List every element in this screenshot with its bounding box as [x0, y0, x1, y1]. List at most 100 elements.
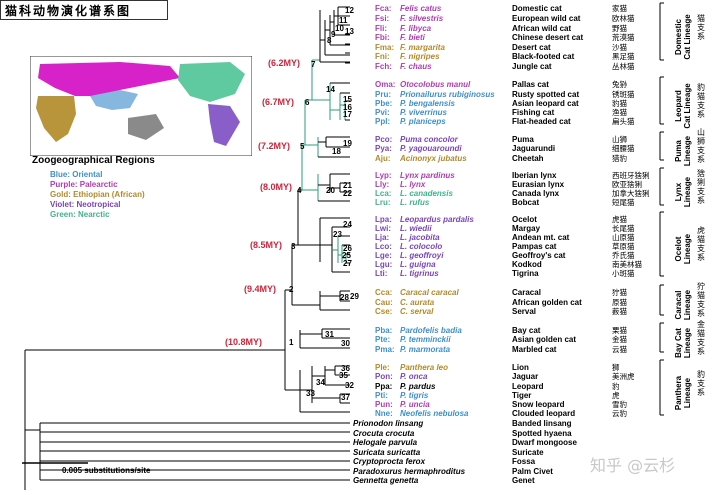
divergence-age-label: (9.4MY)	[244, 284, 277, 294]
tree-node-number: 12	[345, 6, 354, 15]
taxon-scientific-name: P. tigris	[400, 391, 429, 400]
taxon-common-name: African wild cat	[512, 24, 572, 33]
taxon-common-name: Flat-headed cat	[512, 117, 571, 126]
taxon-code: Pun:	[375, 400, 393, 409]
taxon-scientific-name: L. lynx	[400, 180, 426, 189]
taxon-scientific-name: L. tigrinus	[400, 269, 439, 278]
tree-node-number: 27	[343, 259, 352, 268]
tree-node-number: 4	[297, 186, 302, 195]
taxon-code: Fca:	[375, 4, 392, 13]
taxon-code: Ple:	[375, 363, 390, 372]
taxon-scientific-name: Neofelis nebulosa	[400, 409, 469, 418]
tree-node-number: 36	[341, 364, 350, 373]
tree-node-number: 29	[350, 292, 359, 301]
taxon-chinese-name: 猎豹	[612, 154, 627, 163]
taxon-scientific-name: P. marmorata	[400, 345, 451, 354]
taxon-chinese-name: 扁头猫	[612, 117, 635, 126]
tree-node-number: 32	[345, 381, 354, 390]
taxon-code: Pte:	[375, 335, 391, 344]
lineage-label: Panthera Lineage	[674, 375, 692, 410]
taxon-chinese-name: 山原猫	[612, 233, 635, 242]
tree-node-number: 2	[289, 285, 294, 294]
taxon-common-name: Bay cat	[512, 326, 541, 335]
taxon-chinese-name: 长尾猫	[612, 224, 635, 233]
tree-node-number: 15	[343, 95, 352, 104]
divergence-age-label: (6.2MY)	[268, 58, 301, 68]
taxon-common-name: Domestic cat	[512, 4, 562, 13]
taxon-common-name: Tiger	[512, 391, 532, 400]
taxon-common-name: Puma	[512, 135, 534, 144]
taxon-scientific-name: L. jacobita	[400, 233, 440, 242]
taxon-scientific-name: Prionailurus rubiginosus	[400, 90, 495, 99]
nearctic-region	[178, 62, 245, 102]
taxon-chinese-name: 雪豹	[612, 400, 627, 409]
taxon-code: Pru:	[375, 90, 391, 99]
lineage-label: Leopard Cat Lineage	[674, 82, 692, 129]
tree-node-number: 11	[339, 16, 348, 25]
outgroup-common-name: Genet	[512, 476, 535, 485]
taxon-code: Lyp:	[375, 171, 392, 180]
taxon-common-name: Marbled cat	[512, 345, 557, 354]
taxon-code: Lgu:	[375, 260, 393, 269]
taxon-code: Lwi:	[375, 224, 391, 233]
taxon-chinese-name: 西班牙猞猁	[612, 171, 650, 180]
taxon-common-name: African golden cat	[512, 298, 582, 307]
taxon-scientific-name: L. canadensis	[400, 189, 453, 198]
taxon-chinese-name: 欧亚猞猁	[612, 180, 642, 189]
lineage-chinese-label: 猞猁支系	[697, 168, 705, 205]
australia-region	[128, 114, 164, 140]
tree-node-number: 10	[335, 24, 344, 33]
taxon-common-name: Black-footed cat	[512, 52, 575, 61]
taxon-common-name: Iberian lynx	[512, 171, 557, 180]
taxon-code: Lru:	[375, 198, 391, 207]
outgroup-common-name: Fossa	[512, 457, 536, 466]
tree-node-number: 25	[342, 251, 351, 260]
map-legend-item: Blue: Oriental	[50, 170, 103, 179]
taxon-scientific-name: Pardofelis badia	[400, 326, 462, 335]
outgroup-common-name: Banded linsang	[512, 419, 572, 428]
taxon-common-name: Asian golden cat	[512, 335, 577, 344]
taxon-chinese-name: 金猫	[612, 335, 627, 344]
lineage-chinese-label: 山狮支系	[697, 128, 705, 164]
tree-node-number: 18	[332, 147, 341, 156]
lineage-label: Puma Lineage	[674, 135, 692, 167]
taxon-code: Fsi:	[375, 14, 390, 23]
taxon-chinese-name: 荒漠猫	[612, 33, 635, 42]
figure-title: 猫科动物演化谱系图	[0, 0, 168, 20]
divergence-age-label: (10.8MY)	[225, 337, 263, 347]
taxon-code: Lge:	[375, 251, 392, 260]
taxon-chinese-name: 狞猫	[612, 288, 627, 297]
outgroup-common-name: Spotted hyaena	[512, 428, 572, 438]
tree-node-number: 16	[343, 103, 352, 112]
taxon-chinese-name: 野猫	[612, 24, 627, 33]
lineage-chinese-label: 虎猫支系	[697, 226, 705, 262]
taxon-common-name: Jaguar	[512, 372, 539, 381]
taxon-scientific-name: P. viverrinus	[400, 108, 447, 117]
tree-node-number: 33	[306, 389, 315, 398]
taxon-chinese-name: 家猫	[612, 4, 627, 13]
taxon-common-name: Jaguarundi	[512, 144, 556, 153]
taxon-chinese-name: 山狮	[612, 135, 627, 144]
tree-node-number: 20	[326, 186, 335, 195]
lineage-label: Ocelot Lineage	[674, 233, 692, 265]
taxon-scientific-name: C. aurata	[400, 298, 435, 307]
tree-node-number: 17	[343, 110, 352, 119]
taxon-common-name: Margay	[512, 224, 541, 233]
taxon-code: Nne:	[375, 409, 393, 418]
tree-node-number: 14	[326, 85, 335, 94]
taxon-code: Aju:	[375, 154, 391, 163]
taxon-common-name: European wild cat	[512, 14, 581, 23]
taxon-code: Pya:	[375, 144, 392, 153]
taxon-scientific-name: Felis catus	[400, 4, 442, 13]
lineage-label: Lynx Lineage	[674, 176, 692, 207]
taxon-chinese-name: 兔狲	[612, 80, 627, 89]
tree-node-number: 24	[343, 220, 352, 229]
taxon-chinese-name: 乔氏猫	[612, 251, 635, 260]
taxon-common-name: Eurasian lynx	[512, 180, 565, 189]
taxon-scientific-name: F. nigripes	[400, 52, 440, 61]
taxon-scientific-name: L. guigna	[400, 260, 436, 269]
taxon-code: Lly:	[375, 180, 390, 189]
tree-node-number: 7	[311, 60, 316, 69]
taxon-code: Cse:	[375, 307, 393, 316]
map-legend-heading: Zoogeographical Regions	[32, 155, 155, 166]
